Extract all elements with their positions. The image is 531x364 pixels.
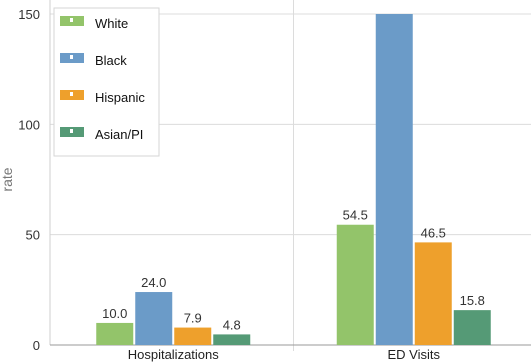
bar-white-ed-visits <box>336 224 374 345</box>
bar-black-ed-visits <box>375 14 413 345</box>
legend-swatch-highlight <box>70 129 73 133</box>
legend-item-black: Black <box>60 53 127 68</box>
bar-asian-pi-ed-visits <box>453 310 491 345</box>
data-label: 7.9 <box>184 311 202 326</box>
bar-hispanic-ed-visits <box>414 242 452 345</box>
legend-item-hispanic: Hispanic <box>60 90 145 105</box>
tick-labels: 0 50 100 150 Hospitalizations ED Visits <box>18 7 440 362</box>
data-labels: 10.0 24.0 7.9 4.8 54.5 46.5 15.8 <box>102 208 485 333</box>
legend-item-asian-pi: Asian/PI <box>60 127 143 142</box>
data-label: 15.8 <box>460 293 485 308</box>
bar-asian-pi-hospitalizations <box>213 334 251 345</box>
legend-label: Asian/PI <box>95 127 143 142</box>
legend-item-white: White <box>60 16 128 31</box>
y-tick-label: 0 <box>33 338 40 353</box>
data-label: 4.8 <box>223 317 241 332</box>
data-label: 46.5 <box>421 225 446 240</box>
y-tick-label: 150 <box>18 7 40 22</box>
x-tick-label: ED Visits <box>388 347 441 362</box>
x-tick-label: Hospitalizations <box>128 347 220 362</box>
bar-hispanic-hospitalizations <box>174 327 212 345</box>
legend-label: White <box>95 16 128 31</box>
legend-swatch-highlight <box>70 55 73 59</box>
y-tick-label: 100 <box>18 117 40 132</box>
y-tick-label: 50 <box>26 228 40 243</box>
legend: White Black Hispanic Asian/PI <box>53 7 160 157</box>
bar-white-hospitalizations <box>96 322 134 345</box>
data-label: 54.5 <box>343 208 368 223</box>
legend-label: Hispanic <box>95 90 145 105</box>
bars <box>96 14 491 345</box>
legend-label: Black <box>95 53 127 68</box>
legend-swatch-highlight <box>70 18 73 22</box>
y-axis-title: rate <box>0 167 15 191</box>
bar-black-hospitalizations <box>135 292 173 345</box>
data-label: 10.0 <box>102 306 127 321</box>
data-label: 24.0 <box>141 275 166 290</box>
legend-swatch-highlight <box>70 92 73 96</box>
